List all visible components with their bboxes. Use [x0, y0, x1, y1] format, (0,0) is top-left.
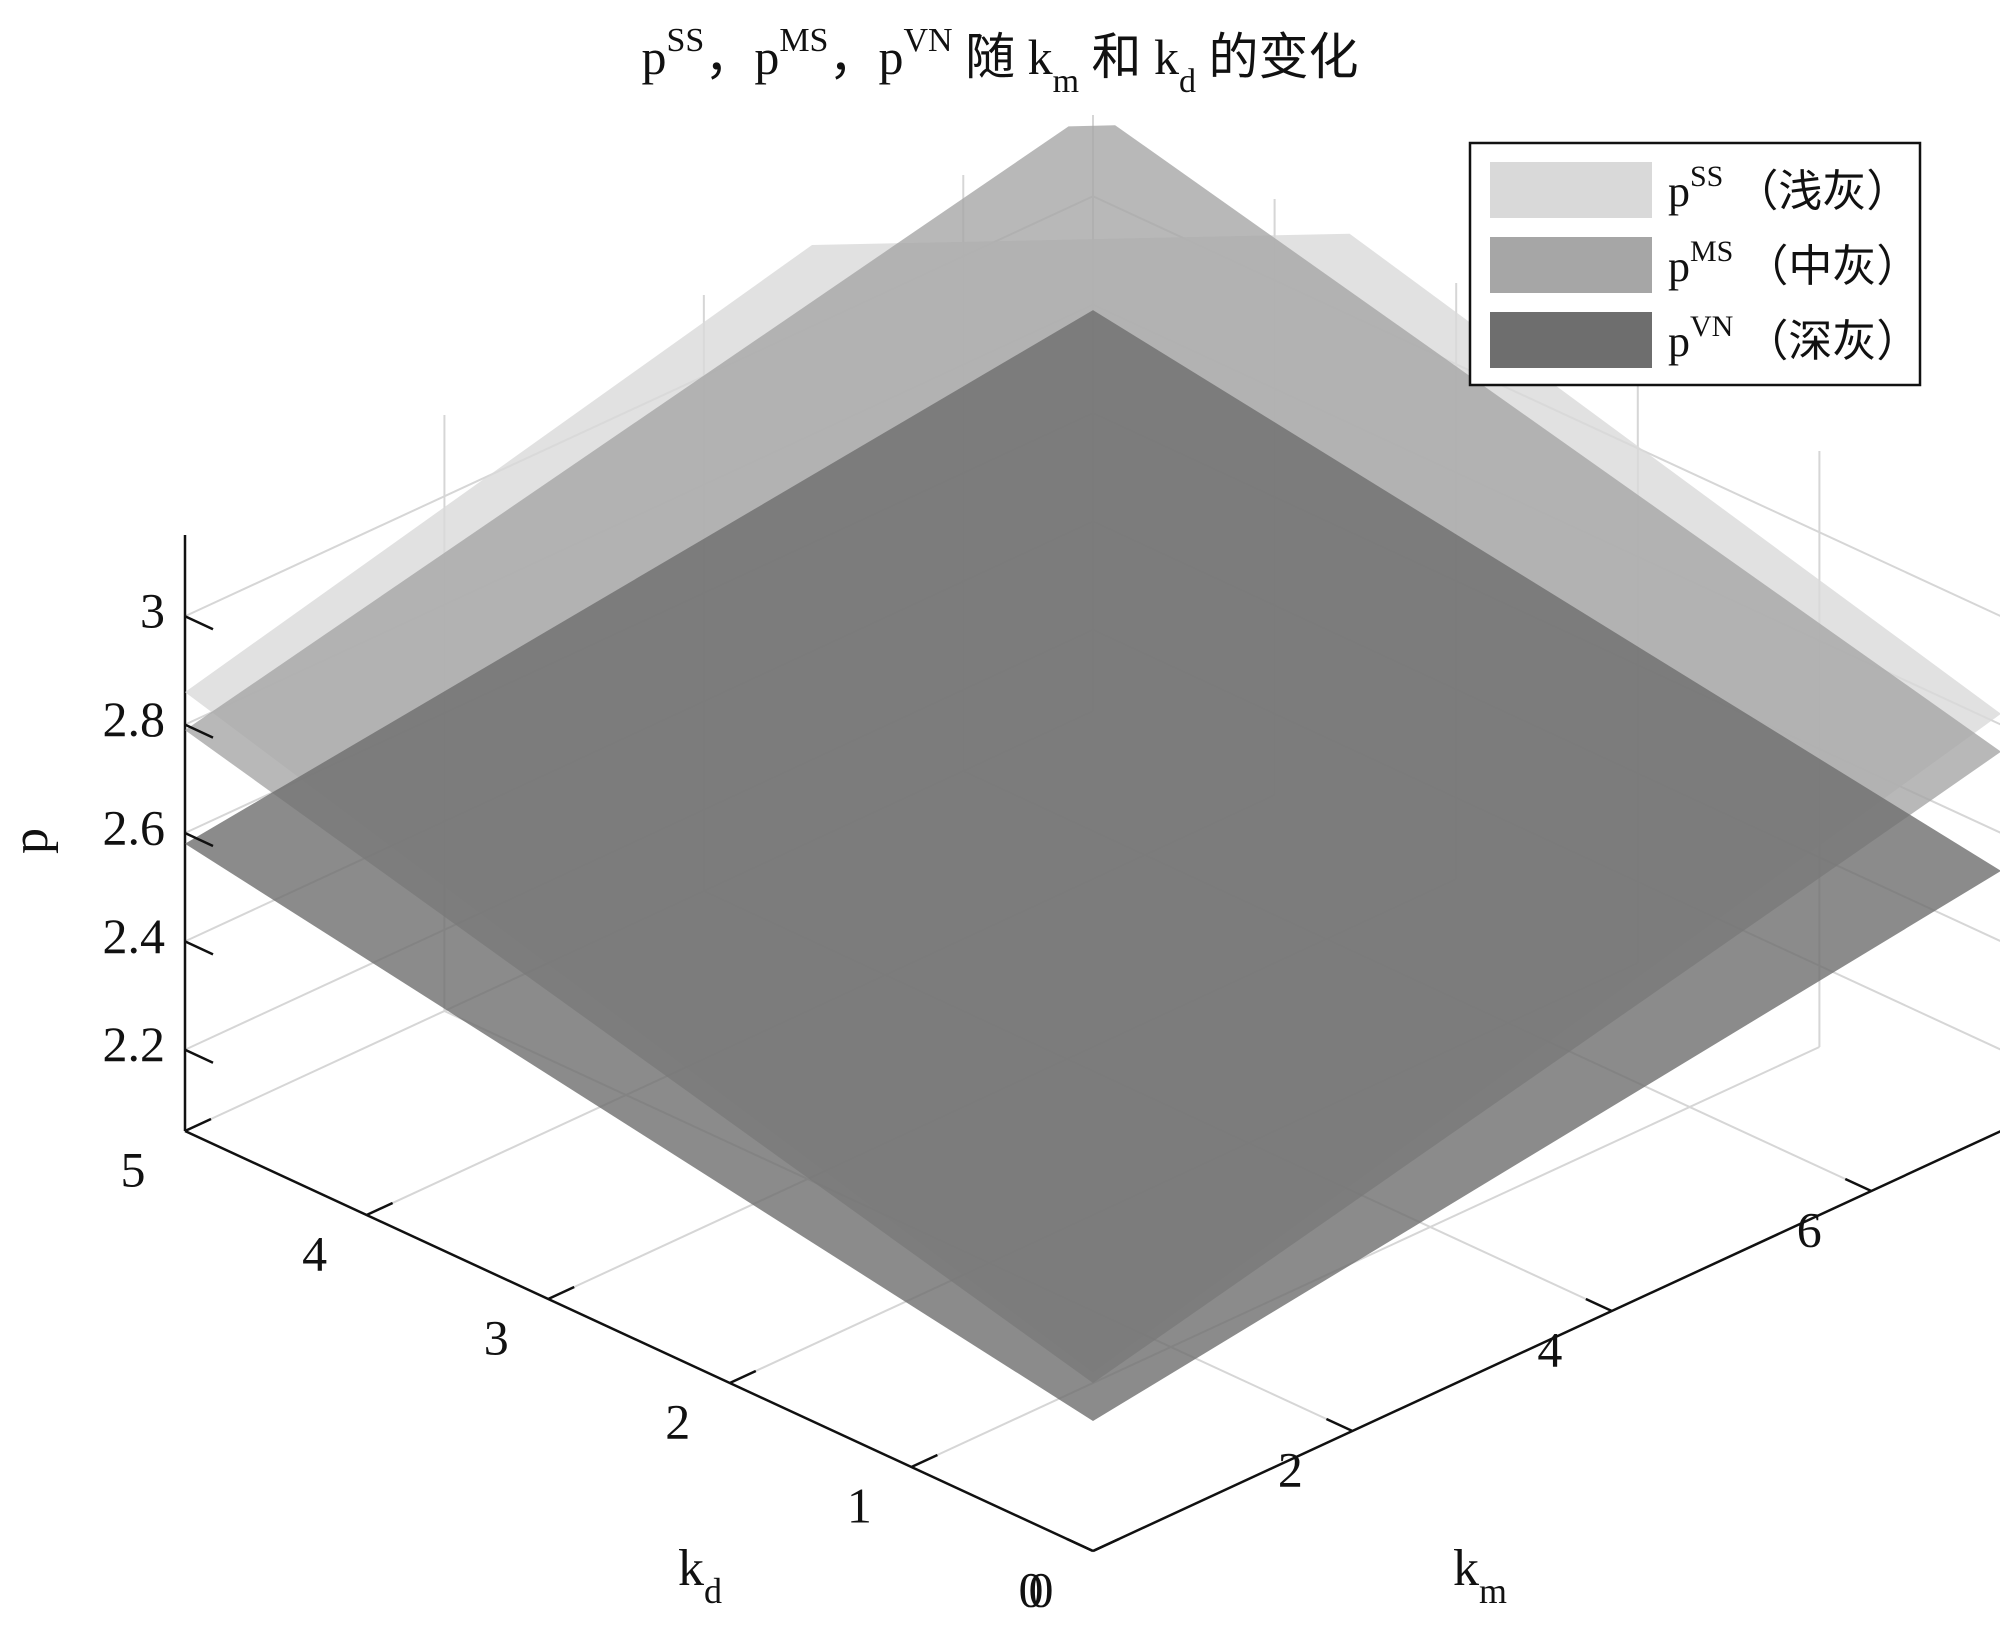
z-tick-mark: [184, 723, 214, 739]
surfaces: [185, 125, 2000, 1421]
z-tick-label: 2.2: [103, 1016, 166, 1072]
z-tick-mark: [184, 831, 214, 848]
x-tick-label: 2: [1278, 1441, 1303, 1497]
legend-swatch-MS: [1490, 237, 1652, 293]
z-tick-mark: [184, 940, 214, 956]
y-tick-mark: [729, 1369, 757, 1385]
tick-labels: 0 2 4 6 0 1 2 3 4 5 2.2 2.4 2.6 2.8 3: [103, 583, 1822, 1618]
legend-swatch-VN: [1490, 312, 1652, 368]
y-tick-label: 3: [484, 1309, 509, 1365]
legend-label-MS: pMS​ （中灰）: [1668, 235, 1920, 291]
tick-marks: [184, 615, 1872, 1553]
x-tick-mark: [1585, 1297, 1613, 1313]
x-tick-mark: [1066, 1537, 1094, 1553]
y-tick-label: 2: [665, 1393, 690, 1449]
z-tick-mark: [184, 1048, 214, 1064]
y-tick-mark: [1092, 1537, 1120, 1553]
x-tick-label: 6: [1797, 1201, 1822, 1257]
y-tick-mark: [547, 1285, 575, 1301]
y-tick-mark: [366, 1201, 394, 1217]
surface-VN: [185, 310, 2000, 1421]
x-axis-line: [1092, 1130, 2000, 1553]
y-axis-label: kd​: [678, 1540, 722, 1611]
x-tick-label: 0: [1019, 1561, 1044, 1617]
legend-label-VN: pVN​ （深灰）: [1668, 310, 1920, 366]
y-tick-label: 1: [847, 1477, 872, 1533]
z-tick-label: 2.4: [103, 908, 166, 964]
y-tick-mark: [910, 1453, 938, 1469]
z-tick-mark: [184, 615, 214, 631]
y-tick-label: 0: [1029, 1561, 1054, 1617]
y-tick-label: 4: [302, 1225, 327, 1281]
y-tick-label: 5: [121, 1141, 146, 1197]
z-tick-label: 2.6: [103, 799, 166, 855]
z-tick-label: 3: [140, 583, 165, 639]
z-tick-label: 2.8: [103, 691, 166, 747]
legend: pSS​ （浅灰） pMS​ （中灰） pVN​ （深灰）: [1468, 141, 1922, 387]
legend-label-SS: pSS​ （浅灰）: [1668, 160, 1910, 216]
chart-title: pSS​，pMS​，pVN​ 随 km​ 和 kd​ 的变化: [641, 22, 1358, 100]
z-axis-label: p: [2, 828, 59, 854]
y-tick-mark: [184, 1117, 212, 1133]
x-tick-mark: [1844, 1177, 1872, 1193]
x-tick-label: 4: [1537, 1321, 1562, 1377]
legend-swatch-SS: [1490, 162, 1652, 218]
x-axis-label: km​: [1453, 1540, 1507, 1611]
x-tick-mark: [1325, 1417, 1353, 1433]
y-axis-line: [184, 1129, 1094, 1553]
